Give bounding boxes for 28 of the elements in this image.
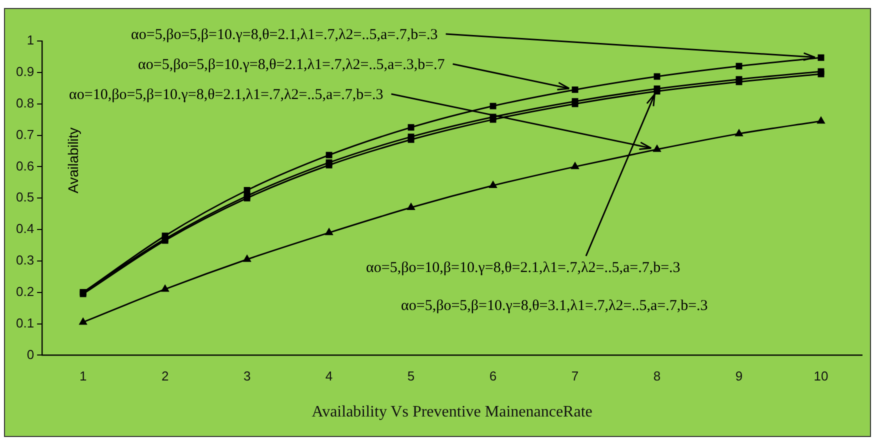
- x-axis-title: Availability Vs Preventive MainenanceRate: [312, 404, 592, 421]
- y-tick-label: 1: [26, 32, 34, 48]
- y-tick-label: 0: [26, 346, 34, 362]
- x-tick-label: 8: [653, 368, 661, 384]
- y-axis-title: Availability: [65, 127, 82, 194]
- y-tick-label: 0.9: [16, 64, 34, 79]
- x-tick-label: 6: [489, 368, 497, 384]
- x-tick-label: 3: [243, 368, 251, 384]
- y-tick-label: 0.6: [16, 158, 34, 174]
- y-tick-label: 0.2: [16, 284, 34, 299]
- y-tick-label: 0.3: [16, 252, 34, 268]
- x-tick-label: 10: [814, 368, 828, 384]
- y-tick-label: 0.1: [16, 315, 34, 330]
- x-tick-label: 7: [571, 368, 579, 384]
- x-tick-label: 9: [735, 368, 743, 384]
- x-tick-label: 2: [161, 368, 169, 384]
- annotation: αo=5,βo=5,β=10.γ=8,θ=2.1,λ1=.7,λ2=..5,a=.3,b=.7: [138, 57, 446, 73]
- annotation: αo=10,βo=5,β=10.γ=8,θ=2.1,λ1=.7,λ2=..5,a=.7,b=.3: [69, 87, 384, 103]
- annotation: αo=5,βo=5,β=10.γ=8,θ=3.1,λ1=.7,λ2=..5,a=.7,b=.3: [401, 298, 708, 314]
- y-tick-label: 0.7: [16, 126, 34, 142]
- x-tick-label: 1: [79, 368, 87, 384]
- x-tick-label: 4: [325, 368, 333, 384]
- annotation: αo=5,βo=10,β=10.γ=8,θ=2.1,λ1=.7,λ2=..5,a=.7,b=.3: [366, 260, 680, 276]
- y-tick-label: 0.5: [16, 190, 34, 205]
- x-tick-label: 5: [407, 368, 415, 384]
- annotation: αo=5,βo=5,β=10.γ=8,θ=2.1,λ1=.7,λ2=..5,a=.7,b=.3: [131, 27, 438, 43]
- y-tick-label: 0.4: [16, 221, 34, 236]
- y-tick-label: 0.8: [16, 95, 34, 110]
